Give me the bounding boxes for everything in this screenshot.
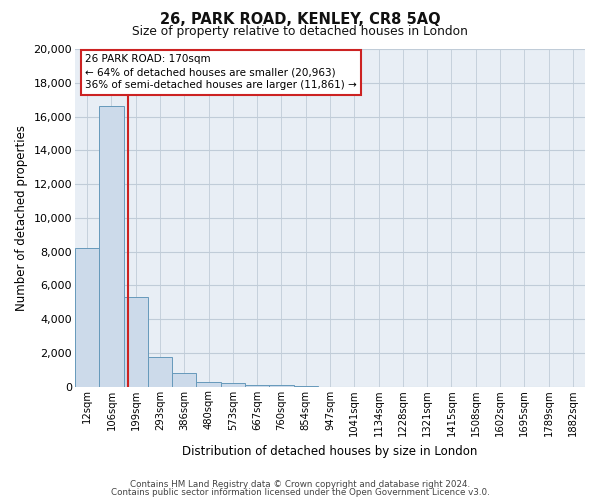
Bar [75,248,99,386]
Text: 26, PARK ROAD, KENLEY, CR8 5AQ: 26, PARK ROAD, KENLEY, CR8 5AQ [160,12,440,28]
X-axis label: Distribution of detached houses by size in London: Distribution of detached houses by size … [182,444,478,458]
Text: Size of property relative to detached houses in London: Size of property relative to detached ho… [132,25,468,38]
Text: Contains public sector information licensed under the Open Government Licence v3: Contains public sector information licen… [110,488,490,497]
Text: Contains HM Land Registry data © Crown copyright and database right 2024.: Contains HM Land Registry data © Crown c… [130,480,470,489]
Bar [245,384,269,386]
Text: 26 PARK ROAD: 170sqm
← 64% of detached houses are smaller (20,963)
36% of semi-d: 26 PARK ROAD: 170sqm ← 64% of detached h… [85,54,357,90]
Y-axis label: Number of detached properties: Number of detached properties [15,125,28,311]
Bar [172,373,196,386]
Bar [221,384,245,386]
Bar [99,106,124,386]
Bar [196,382,221,386]
Bar [124,297,148,386]
Bar [148,357,172,386]
